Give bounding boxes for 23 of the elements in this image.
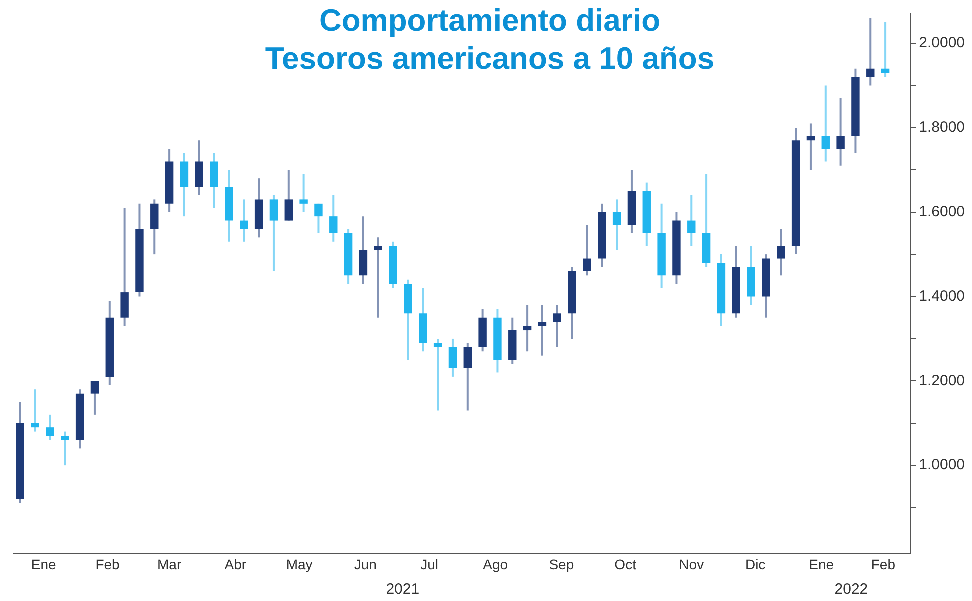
x-tick-label: Dic (745, 556, 766, 572)
x-tick-label: Feb (96, 556, 120, 572)
y-tick-label: 1.2000 (919, 372, 966, 390)
x-tick-label: Sep (549, 556, 574, 572)
chart-title: Comportamiento diario Tesoros americanos a 10 años (264, 2, 716, 78)
y-tick-label: 1.4000 (919, 288, 966, 305)
x-tick-label: Ene (809, 556, 834, 572)
x-tick-label: Nov (679, 556, 704, 572)
y-tick-label: 2.0000 (919, 34, 966, 52)
x-tick-label: May (286, 556, 313, 572)
x-tick-label: Jul (420, 556, 438, 572)
x-tick-label: Mar (157, 556, 182, 572)
x-tick-label: Jun (354, 556, 377, 572)
x-tick-label: Ene (31, 556, 56, 572)
y-tick-label: 1.0000 (919, 456, 966, 474)
y-tick-label: 1.6000 (919, 203, 966, 220)
x-tick-label: Ago (483, 556, 508, 572)
text: 2021 (386, 580, 420, 598)
y-tick-label: 1.8000 (919, 119, 966, 136)
x-tick-label: Oct (614, 556, 637, 572)
text: 2022 (834, 580, 868, 598)
x-tick-label: Abr (224, 556, 247, 572)
x-tick-label: Feb (871, 556, 896, 572)
